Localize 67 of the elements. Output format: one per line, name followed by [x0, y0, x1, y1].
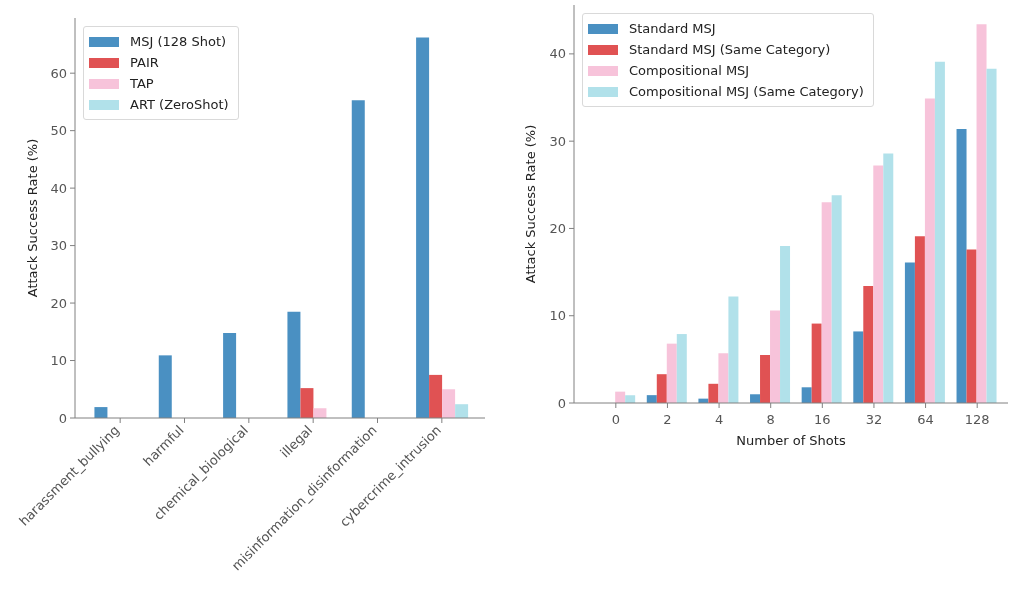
y-tick-label: 50	[50, 123, 67, 139]
bar	[718, 353, 729, 403]
legend-label: ART (ZeroShot)	[130, 96, 229, 114]
y-tick-label: 30	[549, 133, 566, 149]
legend-label: TAP	[130, 75, 154, 93]
legend-label: PAIR	[130, 54, 159, 72]
x-axis-title: Number of Shots	[736, 432, 846, 448]
y-tick-label: 0	[557, 395, 566, 411]
x-tick-label: 16	[814, 411, 831, 427]
y-tick-label: 40	[50, 180, 67, 196]
bar	[656, 374, 667, 403]
x-tick-label: 64	[917, 411, 934, 427]
bar	[853, 331, 864, 403]
bar	[801, 387, 812, 403]
bar	[750, 394, 761, 403]
bar	[728, 296, 739, 403]
legend-label: Standard MSJ (Same Category)	[629, 41, 831, 59]
y-axis-title: Attack Success Rate (%)	[522, 124, 538, 284]
bar	[976, 24, 987, 403]
bar	[442, 389, 456, 418]
bar	[313, 408, 327, 418]
bar	[831, 195, 842, 403]
x-tick-label: 0	[611, 411, 620, 427]
bar	[158, 355, 172, 418]
x-tick-label: 4	[714, 411, 724, 427]
bar	[429, 374, 443, 418]
legend-label: MSJ (128 Shot)	[130, 33, 227, 51]
y-tick-label: 10	[549, 308, 566, 324]
bar	[676, 334, 687, 403]
y-tick-label: 20	[50, 295, 67, 311]
x-tick-label: 128	[964, 411, 990, 427]
bar	[287, 311, 301, 418]
legend-label: Compositional MSJ (Same Category)	[629, 83, 864, 101]
y-tick-label: 40	[549, 46, 566, 62]
bar	[873, 165, 884, 403]
bar	[811, 323, 822, 403]
x-tick-label: 8	[766, 411, 775, 427]
bar	[666, 343, 677, 403]
bar	[455, 404, 469, 418]
bar	[863, 286, 874, 403]
bar	[770, 310, 781, 403]
bar	[821, 202, 832, 403]
bar	[416, 37, 430, 418]
bar	[300, 388, 314, 418]
bar	[904, 262, 915, 403]
y-tick-label: 60	[50, 65, 67, 81]
bar	[94, 407, 108, 418]
bar	[924, 98, 935, 403]
bar	[966, 249, 977, 403]
x-tick-label: 2	[663, 411, 672, 427]
bar	[914, 236, 925, 403]
bar	[934, 61, 945, 403]
bar	[986, 68, 997, 403]
bar	[223, 332, 237, 418]
legend-label: Compositional MSJ	[629, 62, 750, 80]
y-tick-label: 20	[549, 221, 566, 237]
bar	[708, 383, 719, 403]
bar	[780, 245, 791, 403]
y-tick-label: 10	[50, 353, 67, 369]
bar	[351, 100, 365, 418]
bar	[883, 153, 894, 403]
legend-label: Standard MSJ	[629, 20, 716, 38]
bar	[956, 128, 967, 403]
y-axis-title: Attack Success Rate (%)	[24, 138, 40, 298]
y-tick-label: 30	[50, 238, 67, 254]
bar	[760, 355, 771, 403]
x-tick-label: 32	[865, 411, 883, 427]
